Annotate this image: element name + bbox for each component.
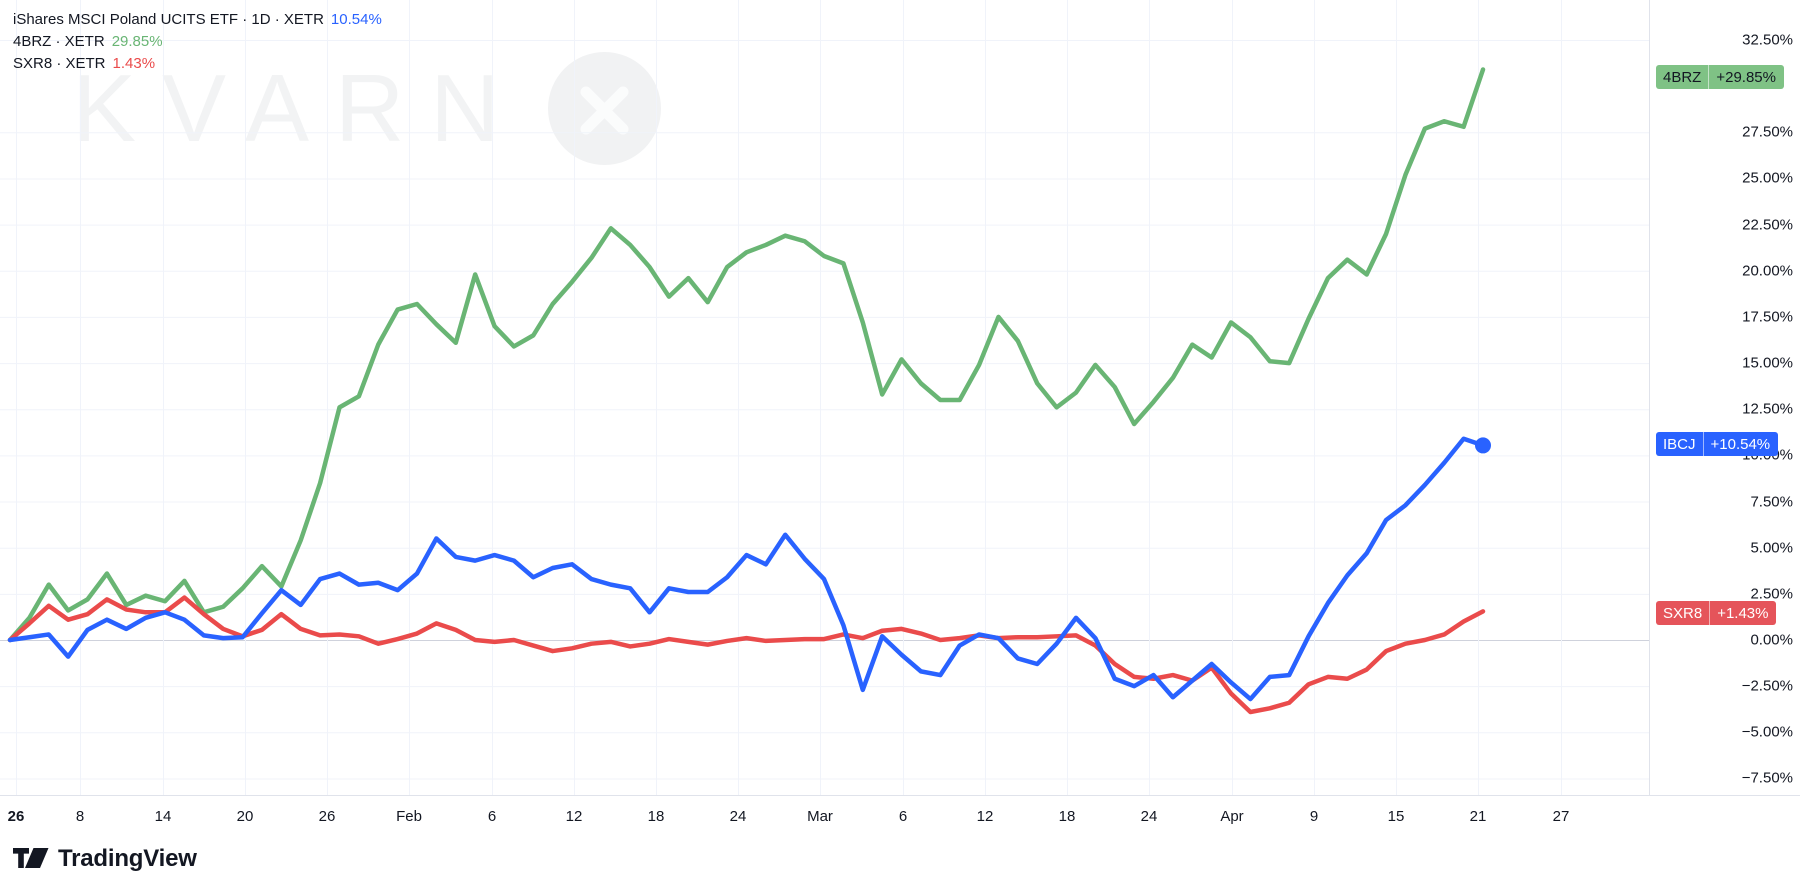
time-axis-label: 8 (75, 808, 85, 825)
time-axis-label: 20 (236, 808, 254, 825)
time-axis-label: 12 (976, 808, 994, 825)
chart-plot-area[interactable]: KVARN iShares MSCI Poland UCITS ETF · 1D… (0, 0, 1649, 795)
chart-gridlines (0, 0, 1649, 795)
price-tag-symbol: SXR8 (1663, 604, 1703, 622)
series-line-4brz (7, 67, 1486, 643)
legend-value: 10.54% (330, 11, 382, 28)
legend-row[interactable]: 4BRZ · XETR 29.85% (13, 31, 382, 52)
price-axis-label: 20.00% (1742, 262, 1793, 280)
time-axis-label: 27 (1552, 808, 1570, 825)
legend-value: 1.43% (112, 55, 156, 72)
time-axis-label: 24 (1140, 808, 1158, 825)
chart-series (7, 67, 1491, 715)
time-axis-label: 6 (898, 808, 908, 825)
price-axis-label: 2.50% (1750, 585, 1793, 603)
price-axis-label: 5.00% (1750, 539, 1793, 557)
time-axis-label: 24 (729, 808, 747, 825)
price-axis-label: 32.50% (1742, 31, 1793, 49)
series-line-ibcj (7, 436, 1486, 702)
tradingview-wordmark: TradingView (58, 845, 197, 872)
time-axis-label: 6 (487, 808, 497, 825)
price-tag-value: +29.85% (1708, 65, 1784, 89)
price-axis[interactable]: 32.50% 27.50% 25.00% 22.50% 20.00% 17.50% 15.0… (1649, 0, 1800, 795)
price-axis-label: 17.50% (1742, 308, 1793, 326)
time-axis-label: 12 (565, 808, 583, 825)
time-axis-label: Mar (807, 808, 833, 825)
legend-value: 29.85% (111, 33, 163, 50)
chart-legend[interactable]: iShares MSCI Poland UCITS ETF · 1D · XET… (13, 9, 382, 75)
time-axis-label: Apr (1220, 808, 1244, 825)
price-tag-sxr8[interactable]: SXR8 +1.43% (1656, 601, 1777, 625)
series-line-sxr8 (7, 595, 1486, 715)
price-axis-label: 0.00% (1750, 631, 1793, 649)
tradingview-mark-icon (13, 847, 49, 868)
time-axis-label: 15 (1387, 808, 1405, 825)
price-tag-symbol: IBCJ (1663, 435, 1696, 453)
time-axis-label: 14 (154, 808, 172, 825)
price-tag-symbol: 4BRZ (1663, 68, 1702, 86)
price-axis-label: −5.00% (1741, 723, 1793, 741)
legend-row[interactable]: iShares MSCI Poland UCITS ETF · 1D · XET… (13, 9, 382, 30)
legend-row[interactable]: SXR8 · XETR 1.43% (13, 53, 382, 74)
time-axis-label: 21 (1469, 808, 1487, 825)
price-tag-value: +10.54% (1702, 432, 1779, 456)
legend-title: 4BRZ · XETR (13, 33, 105, 50)
legend-title: iShares MSCI Poland UCITS ETF · 1D · XET… (13, 11, 324, 28)
price-axis-label: 25.00% (1742, 169, 1793, 187)
time-axis-label: Feb (396, 808, 422, 825)
price-axis-label: 27.50% (1742, 123, 1793, 141)
time-axis-label: 18 (647, 808, 665, 825)
price-tag-4brz[interactable]: 4BRZ +29.85% (1656, 65, 1784, 89)
price-axis-label: 12.50% (1742, 400, 1793, 418)
time-axis-label: 18 (1058, 808, 1076, 825)
price-axis-label: −2.50% (1741, 677, 1793, 695)
footer: TradingView (0, 836, 1800, 884)
time-axis-label: 26 (318, 808, 336, 825)
price-tag-value: +1.43% (1709, 601, 1776, 625)
time-axis-label: 26 (7, 808, 25, 825)
price-tag-ibcj[interactable]: IBCJ +10.54% (1656, 432, 1779, 456)
time-axis-label: 9 (1309, 808, 1319, 825)
time-axis[interactable]: 26 8 14 20 26 Feb 6 12 18 24 Mar 6 12 18 24 Apr 9 15 21 27 (0, 795, 1800, 837)
price-axis-label: −7.50% (1741, 769, 1793, 787)
price-axis-label: 7.50% (1750, 493, 1793, 511)
last-price-marker-ibcj (1475, 437, 1491, 454)
legend-title: SXR8 · XETR (13, 55, 106, 72)
price-axis-label: 15.00% (1742, 354, 1793, 372)
tradingview-logo[interactable]: TradingView (13, 845, 197, 873)
price-axis-label: 22.50% (1742, 216, 1793, 234)
